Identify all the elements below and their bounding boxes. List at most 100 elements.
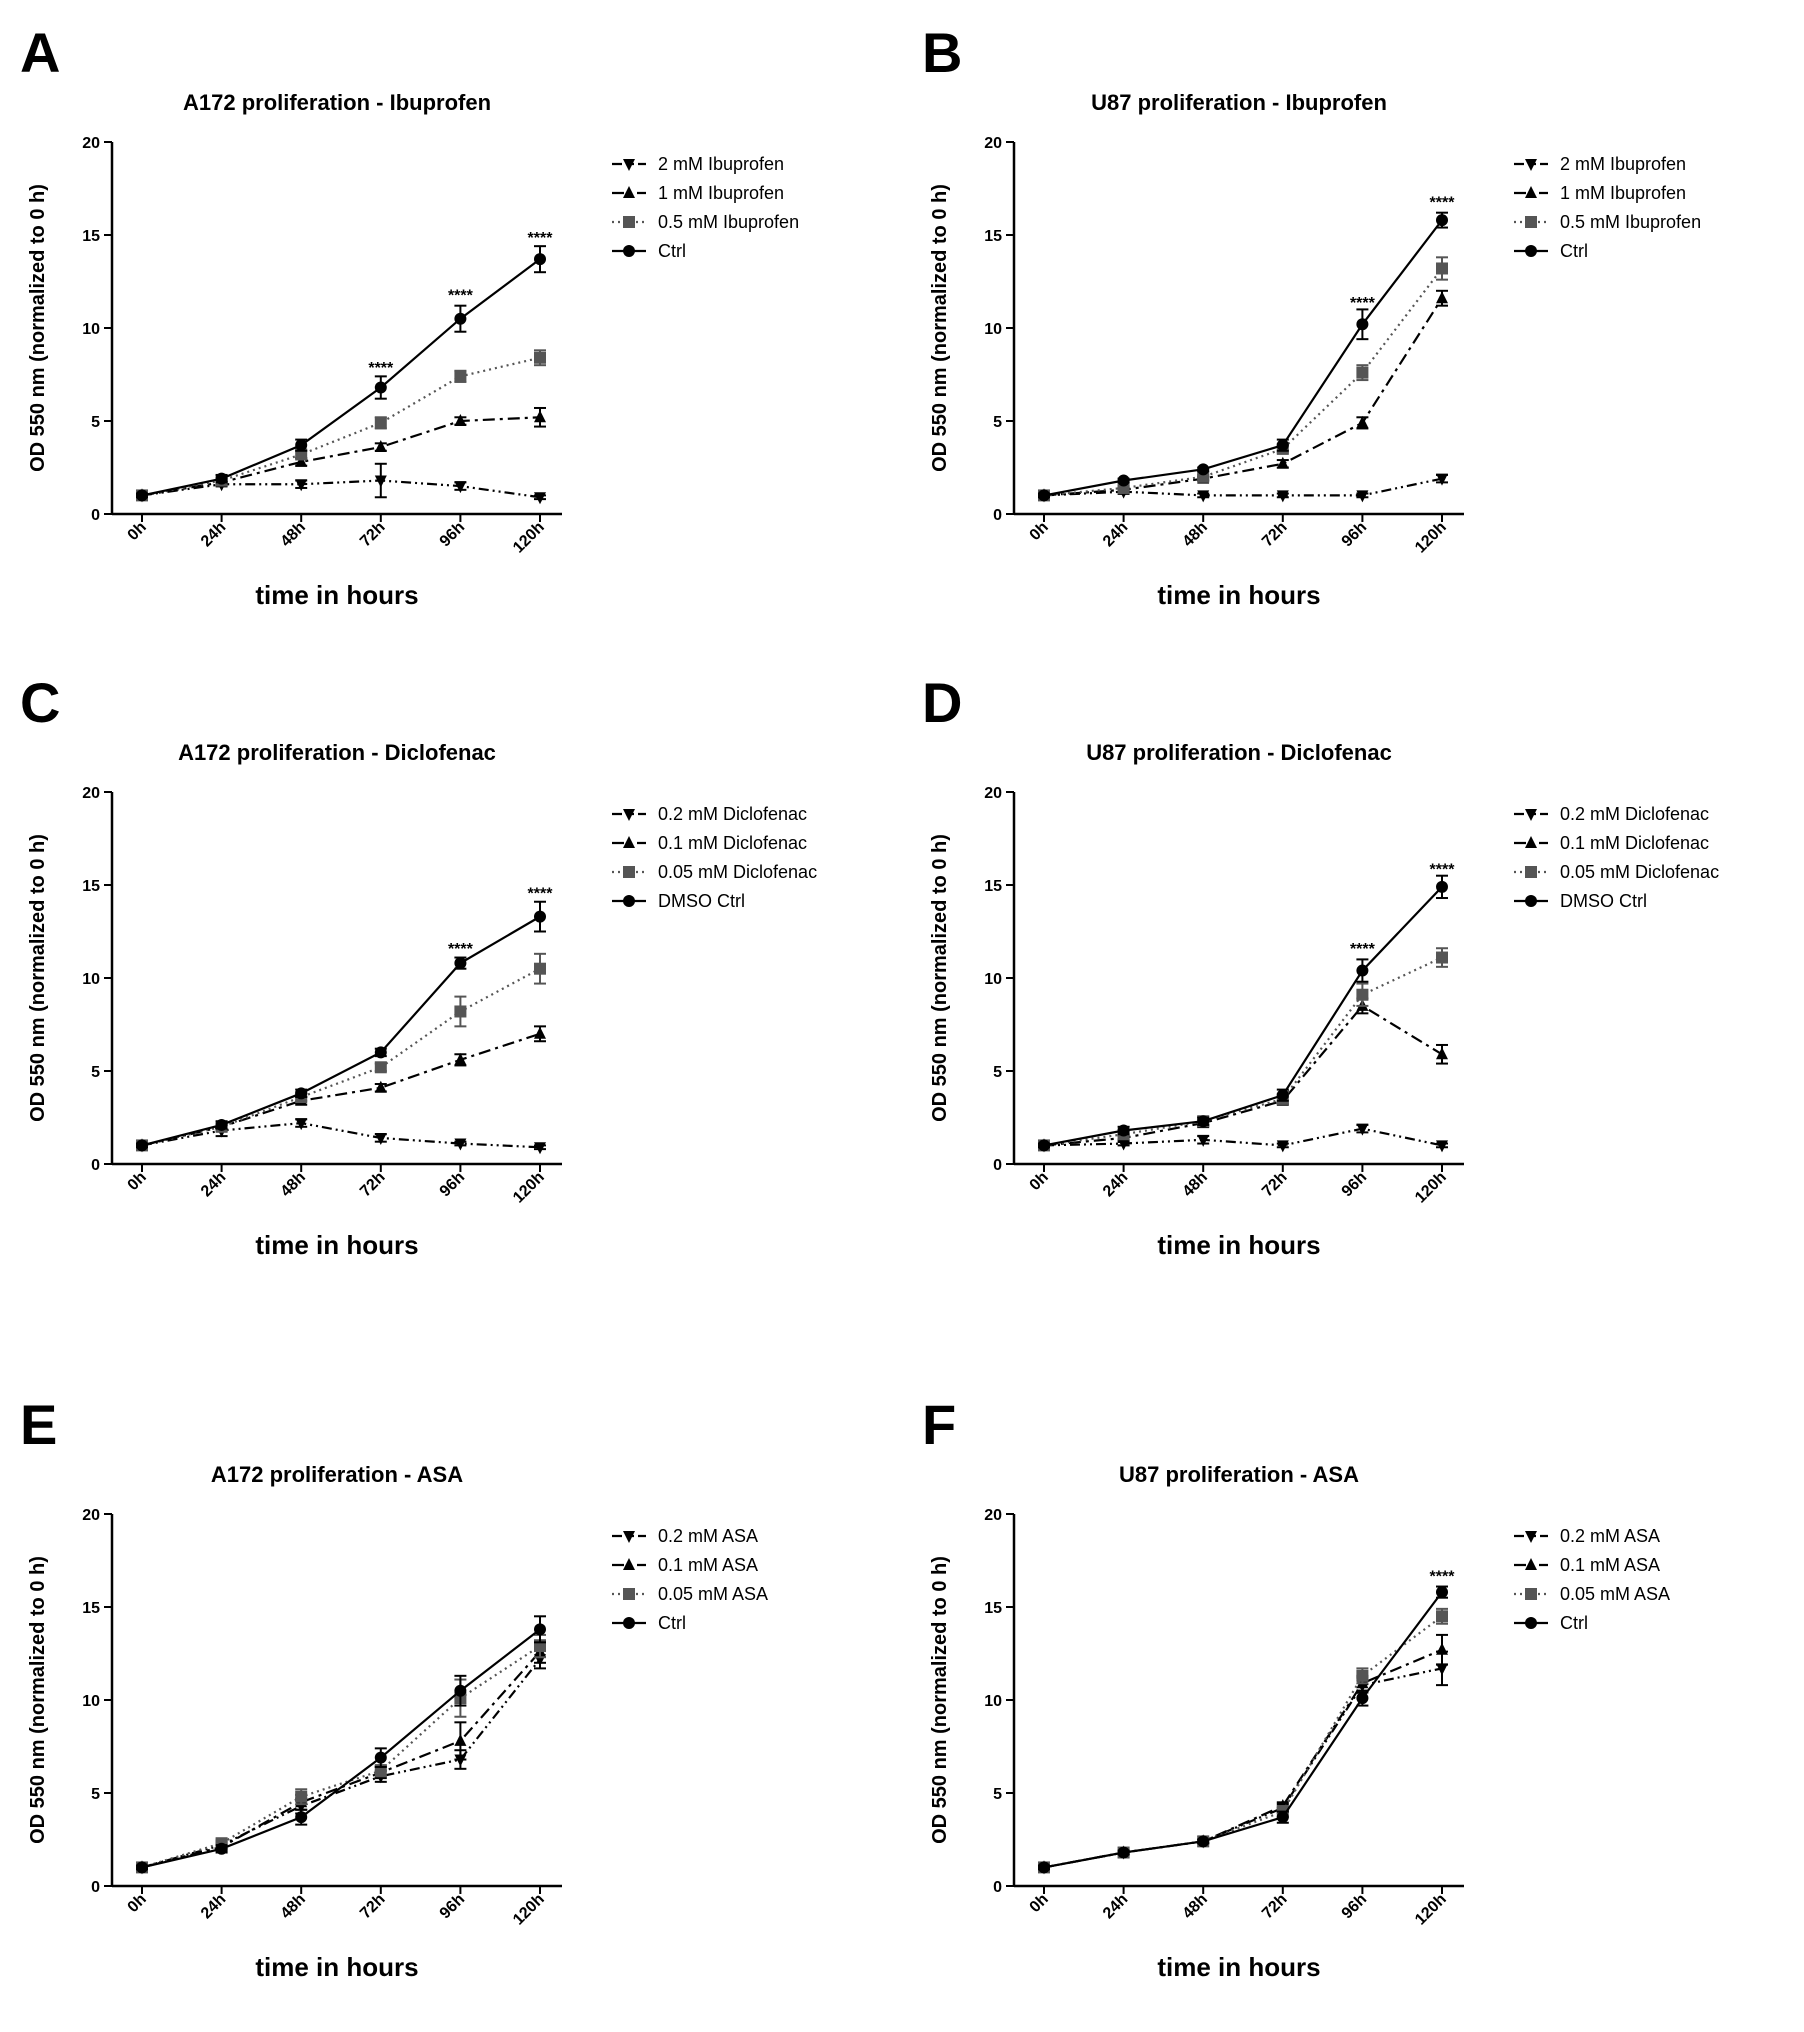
chart-d-legend-marker bbox=[1525, 866, 1537, 878]
chart-d-series-line bbox=[1043, 956, 1443, 1147]
chart-d-data-point bbox=[1356, 1123, 1369, 1136]
chart-e-ytick-label: 0 bbox=[91, 1879, 100, 1896]
chart-d-data-point bbox=[1436, 951, 1448, 964]
chart-f-series-line bbox=[1043, 1667, 1443, 1869]
chart-c-data-point bbox=[534, 962, 546, 975]
chart-c-data-point bbox=[374, 1132, 387, 1145]
chart-e-ytick-label: 20 bbox=[82, 1507, 100, 1524]
chart-a-data-point bbox=[534, 351, 546, 364]
chart-e-legend-marker bbox=[623, 1588, 635, 1600]
chart-a-title: A172 proliferation - Ibuprofen bbox=[183, 90, 491, 115]
chart-e-data-point bbox=[295, 1790, 308, 1803]
chart-e-series-1 bbox=[136, 1639, 546, 1873]
chart-f-legend-marker bbox=[1525, 1531, 1537, 1543]
chart-e-series-line bbox=[141, 1628, 541, 1869]
chart-d-ytick-label: 15 bbox=[984, 878, 1002, 895]
chart-e-data-point bbox=[454, 1754, 467, 1767]
chart-a-legend-marker bbox=[623, 186, 635, 198]
chart-b-data-point bbox=[1117, 474, 1130, 487]
chart-c-series-line bbox=[141, 967, 541, 1147]
chart-e-xtick-label: 0h bbox=[125, 1891, 150, 1916]
chart-d-xtick-label: 120h bbox=[1412, 1169, 1450, 1207]
chart-e-xtick-label: 96h bbox=[437, 1891, 469, 1923]
chart-b-axes bbox=[1006, 141, 1464, 522]
chart-f-ytick-label: 15 bbox=[984, 1600, 1002, 1617]
chart-c-legend-label: DMSO Ctrl bbox=[658, 891, 745, 911]
chart-c-data-point bbox=[454, 1052, 467, 1065]
chart-e-legend-item: 0.1 mM ASA bbox=[612, 1555, 758, 1575]
chart-d-title: U87 proliferation - Diclofenac bbox=[1086, 740, 1392, 765]
chart-e-x-axis-label: time in hours bbox=[255, 1952, 418, 1982]
chart-d-legend-item: 0.1 mM Diclofenac bbox=[1514, 833, 1709, 853]
chart-a-data-point bbox=[534, 253, 546, 266]
chart-a-legend-marker bbox=[623, 245, 635, 257]
chart-f-xtick-label: 72h bbox=[1259, 1891, 1291, 1923]
chart-d-data-point bbox=[1436, 880, 1448, 893]
chart-f-svg: F U87 proliferation - ASA 0 5 10 15 20 0h 24h 48h… bbox=[922, 1393, 1670, 1982]
chart-c-series-3 bbox=[136, 900, 546, 1152]
chart-b-legend-item: 0.5 mM Ibuprofen bbox=[1514, 212, 1701, 232]
chart-b-data-point bbox=[1276, 456, 1289, 469]
chart-a-series-line bbox=[141, 356, 541, 497]
chart-a-xtick-label: 0h bbox=[125, 519, 150, 544]
chart-b-series-line bbox=[1043, 267, 1443, 497]
chart-c-legend: 0.2 mM Diclofenac 0.1 mM Diclofenac 0.05 m… bbox=[612, 804, 817, 911]
chart-e-xtick-label: 72h bbox=[357, 1891, 389, 1923]
chart-e-data-point bbox=[454, 1733, 467, 1746]
chart-a-data-point bbox=[534, 492, 546, 505]
chart-d-data-point bbox=[1276, 1089, 1289, 1102]
chart-d-ytick-label: 0 bbox=[993, 1157, 1002, 1174]
chart-d-data-point bbox=[1276, 1140, 1289, 1153]
chart-a-data-point bbox=[374, 381, 387, 394]
chart-b-data-point bbox=[1356, 318, 1369, 331]
chart-c-legend-label: 0.1 mM Diclofenac bbox=[658, 833, 807, 853]
chart-b-data-point bbox=[1276, 490, 1289, 503]
panel-a: A A172 proliferation - Ibuprofen 0 5 10 15 20 0… bbox=[0, 0, 902, 660]
chart-b-data-point bbox=[1436, 214, 1448, 227]
chart-e-data-point bbox=[136, 1861, 148, 1874]
chart-a-legend-item: 1 mM Ibuprofen bbox=[612, 183, 784, 203]
chart-a-y-axis-label: OD 550 nm (normalized to 0 h) bbox=[27, 184, 49, 472]
chart-b-data-point bbox=[1197, 490, 1210, 503]
chart-c-xtick-label: 72h bbox=[357, 1169, 389, 1201]
chart-a-data-point bbox=[136, 489, 148, 502]
chart-b-data-point bbox=[1197, 463, 1210, 476]
chart-b-xtick-label: 72h bbox=[1259, 519, 1291, 551]
chart-f-legend-label: 0.05 mM ASA bbox=[1560, 1584, 1670, 1604]
chart-e-title: A172 proliferation - ASA bbox=[211, 1462, 463, 1487]
chart-e-series-line bbox=[141, 1658, 541, 1869]
chart-f-data-point bbox=[1117, 1846, 1130, 1859]
chart-a-data-point bbox=[374, 440, 387, 453]
chart-e-data-point bbox=[374, 1751, 387, 1764]
chart-f-ytick-label: 5 bbox=[993, 1786, 1002, 1803]
chart-b-series-line bbox=[1043, 477, 1443, 497]
chart-d-x-axis-label: time in hours bbox=[1157, 1230, 1320, 1260]
chart-d-series-line bbox=[1043, 1004, 1443, 1147]
chart-c-ytick-label: 5 bbox=[91, 1064, 100, 1081]
chart-c-series-line bbox=[141, 1032, 541, 1147]
chart-d-series-3 bbox=[1038, 874, 1448, 1152]
panel-c: C A172 proliferation - Diclofenac 0 5 10 15 20… bbox=[0, 650, 902, 1310]
chart-a-xtick-label: 120h bbox=[510, 519, 548, 557]
chart-f-ytick-label: 0 bbox=[993, 1879, 1002, 1896]
chart-c-legend-item: 0.1 mM Diclofenac bbox=[612, 833, 807, 853]
chart-e-legend-item: 0.2 mM ASA bbox=[612, 1526, 758, 1546]
chart-e-series-line bbox=[141, 1650, 541, 1869]
panel-letter-d: D bbox=[922, 671, 962, 734]
chart-b-series-line bbox=[1043, 297, 1443, 497]
chart-e-data-point bbox=[295, 1811, 308, 1824]
chart-f-ytick-label: 20 bbox=[984, 1507, 1002, 1524]
panel-letter-c: C bbox=[20, 671, 60, 734]
chart-b-legend-item: 1 mM Ibuprofen bbox=[1514, 183, 1686, 203]
chart-f-legend-label: Ctrl bbox=[1560, 1613, 1588, 1633]
chart-d-legend-marker bbox=[1525, 895, 1537, 907]
chart-c-x-axis-label: time in hours bbox=[255, 1230, 418, 1260]
chart-a-ytick-label: 20 bbox=[82, 135, 100, 152]
chart-f-data-point bbox=[1276, 1811, 1289, 1824]
chart-d-svg: D U87 proliferation - Diclofenac 0 5 10 15 20 0… bbox=[922, 671, 1719, 1260]
chart-c-significance-label: **** bbox=[528, 885, 554, 902]
chart-b-xtick-label: 120h bbox=[1412, 519, 1450, 557]
chart-f-legend-item: 0.1 mM ASA bbox=[1514, 1555, 1660, 1575]
chart-f-xtick-label: 120h bbox=[1412, 1891, 1450, 1929]
